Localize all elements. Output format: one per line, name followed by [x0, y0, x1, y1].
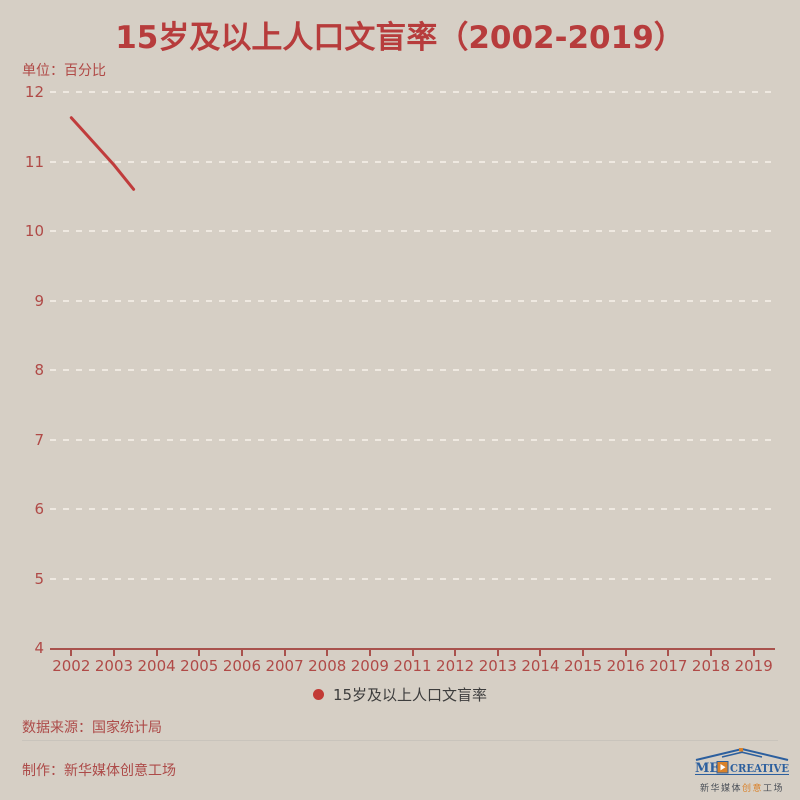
x-axis-line — [50, 648, 775, 650]
y-axis-label: 4 — [34, 639, 44, 657]
x-axis-tick — [326, 650, 329, 656]
unit-label: 单位：百分比 — [22, 63, 106, 79]
x-axis-tick — [70, 650, 73, 656]
y-gridline — [50, 160, 775, 163]
x-axis-label: 2006 — [222, 657, 261, 675]
footer-divider — [22, 740, 778, 741]
y-gridline — [50, 577, 775, 580]
x-axis-label: 2017 — [649, 657, 688, 675]
x-axis-label: 2014 — [521, 657, 560, 675]
legend-marker-icon — [312, 689, 324, 700]
x-axis-tick — [283, 650, 286, 656]
x-axis-tick — [411, 650, 414, 656]
svg-text:CREATIVE: CREATIVE — [730, 762, 789, 775]
x-axis-tick — [752, 650, 755, 656]
legend-label: 15岁及以上人口文盲率 — [332, 686, 488, 704]
x-axis-label: 2007 — [265, 657, 304, 675]
x-axis-tick — [539, 650, 542, 656]
x-axis-tick — [667, 650, 670, 656]
x-axis-label: 2004 — [137, 657, 176, 675]
x-axis-label: 2012 — [436, 657, 475, 675]
y-gridline — [50, 369, 775, 371]
y-axis-label: 12 — [24, 83, 44, 101]
y-axis-label: 7 — [34, 430, 44, 449]
x-axis-tick — [496, 650, 499, 656]
brand-logo: ME CREATIVE 新华媒体创意工场 — [692, 746, 792, 794]
y-gridline — [50, 91, 775, 93]
x-axis-tick — [155, 650, 158, 656]
x-axis-label: 2016 — [606, 657, 645, 675]
x-axis-tick — [368, 650, 371, 656]
legend[interactable]: 15岁及以上人口文盲率 — [0, 684, 800, 705]
brand-logo-mark-icon: ME CREATIVE — [695, 747, 789, 776]
y-axis-label: 5 — [34, 569, 44, 588]
x-axis-label: 2008 — [308, 657, 347, 675]
x-axis-label: 2002 — [52, 657, 91, 675]
producer-credit-text: 制作：新华媒体创意工场 — [22, 763, 176, 779]
y-gridline — [50, 508, 775, 510]
y-axis-label: 9 — [34, 291, 44, 310]
y-axis-label: 11 — [24, 152, 44, 171]
x-axis-label: 2015 — [563, 657, 603, 675]
brand-logo-caption: 新华媒体创意工场 — [699, 784, 785, 794]
x-axis-tick — [240, 650, 243, 656]
y-gridline — [50, 230, 775, 232]
x-axis-tick — [624, 650, 627, 656]
y-axis-label: 6 — [34, 500, 44, 518]
x-axis-label: 2005 — [180, 657, 219, 675]
x-axis-label: 2013 — [478, 657, 517, 675]
chart-title: 15岁及以上人口文盲率（2002-2019） — [115, 20, 685, 56]
y-axis-label: 10 — [24, 222, 44, 240]
x-axis-label: 2009 — [350, 657, 389, 675]
x-axis-tick — [710, 650, 713, 656]
x-axis-label: 2019 — [734, 657, 773, 675]
data-source-text: 数据来源：国家统计局 — [22, 720, 162, 736]
x-axis-label: 2003 — [94, 657, 134, 675]
y-gridline — [50, 438, 775, 441]
x-axis-label: 2018 — [691, 657, 731, 675]
x-axis-tick — [112, 650, 115, 656]
illiteracy-rate-line — [69, 116, 136, 191]
y-gridline — [50, 299, 775, 302]
y-axis-label: 8 — [34, 361, 44, 379]
x-axis-tick — [454, 650, 457, 656]
x-axis-tick — [198, 650, 201, 656]
x-axis-tick — [582, 650, 585, 656]
svg-text:ME: ME — [695, 761, 719, 776]
x-axis-label: 2011 — [393, 657, 432, 675]
